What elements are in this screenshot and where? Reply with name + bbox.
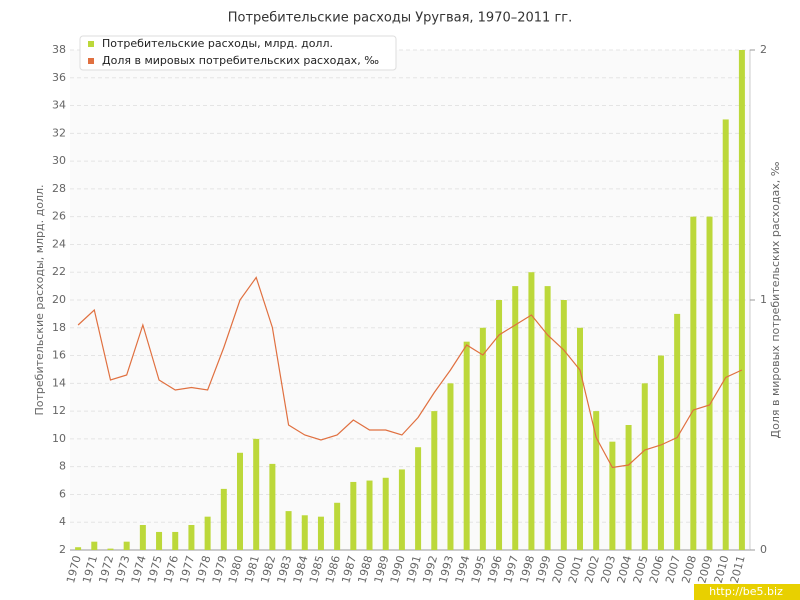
legend-swatch bbox=[88, 58, 94, 64]
bar bbox=[107, 548, 114, 550]
bar bbox=[641, 383, 648, 550]
y-tick-label: 16 bbox=[52, 349, 66, 362]
bar bbox=[269, 463, 276, 550]
bar bbox=[172, 531, 179, 550]
legend: Потребительские расходы, млрд. долл. Доля… bbox=[79, 35, 397, 71]
bar bbox=[431, 411, 438, 550]
bar bbox=[317, 516, 324, 550]
bar bbox=[528, 272, 535, 550]
y-tick-label: 12 bbox=[52, 404, 66, 417]
y-axis-label: Потребительские расходы, млрд. долл. bbox=[33, 185, 46, 416]
y-tick-label: 10 bbox=[52, 432, 66, 445]
y-tick-label: 2 bbox=[59, 543, 66, 556]
bar bbox=[350, 481, 357, 550]
watermark: http://be5.biz bbox=[709, 585, 783, 598]
bar bbox=[220, 488, 227, 550]
bar bbox=[91, 541, 98, 550]
y-tick-label: 32 bbox=[52, 126, 66, 139]
legend-label: Доля в мировых потребительских расходах,… bbox=[102, 54, 379, 67]
bar bbox=[334, 502, 341, 550]
watermark-bg bbox=[694, 584, 800, 600]
bar bbox=[722, 119, 729, 550]
chart-title: Потребительские расходы Уругвая, 1970–20… bbox=[228, 11, 573, 26]
y2-tick-label: 2 bbox=[760, 43, 767, 56]
bar bbox=[496, 300, 503, 550]
bar bbox=[593, 411, 600, 550]
bar bbox=[123, 541, 130, 550]
y2-tick-label: 1 bbox=[760, 293, 767, 306]
bar bbox=[156, 531, 163, 550]
legend-box bbox=[79, 35, 397, 71]
bar bbox=[75, 547, 82, 550]
y-tick-label: 28 bbox=[52, 182, 66, 195]
y-tick-label: 30 bbox=[52, 154, 66, 167]
bar bbox=[382, 477, 389, 550]
y-tick-label: 34 bbox=[52, 99, 66, 112]
bar bbox=[674, 313, 681, 550]
y-tick-label: 6 bbox=[59, 487, 66, 500]
y2-axis-label: Доля в мировых потребительских расходах,… bbox=[769, 161, 782, 438]
y-tick-label: 24 bbox=[52, 237, 66, 250]
bar bbox=[253, 438, 260, 550]
bar bbox=[544, 286, 551, 550]
y-tick-label: 26 bbox=[52, 210, 66, 223]
y-tick-label: 38 bbox=[52, 43, 66, 56]
bar bbox=[447, 383, 454, 550]
legend-swatch bbox=[88, 41, 94, 47]
legend-label: Потребительские расходы, млрд. долл. bbox=[102, 37, 333, 50]
bar bbox=[560, 300, 567, 550]
y-tick-label: 20 bbox=[52, 293, 66, 306]
bar bbox=[738, 50, 745, 550]
bar bbox=[706, 216, 713, 550]
y-tick-label: 8 bbox=[59, 460, 66, 473]
bar bbox=[398, 469, 405, 550]
bar bbox=[139, 525, 146, 550]
bar bbox=[301, 515, 308, 550]
bar bbox=[237, 452, 243, 550]
y-tick-label: 22 bbox=[52, 265, 66, 278]
y-tick-label: 18 bbox=[52, 321, 66, 334]
line bbox=[77, 276, 743, 469]
bar bbox=[625, 425, 632, 550]
bar bbox=[479, 327, 486, 550]
y-tick-label: 36 bbox=[52, 71, 66, 84]
bar bbox=[690, 216, 697, 550]
bar bbox=[415, 447, 422, 550]
bar bbox=[285, 511, 292, 550]
bar bbox=[512, 286, 519, 550]
bar bbox=[609, 441, 616, 550]
bar bbox=[577, 327, 583, 550]
y-tick-label: 4 bbox=[59, 515, 66, 528]
bar bbox=[366, 480, 373, 550]
bar bbox=[188, 525, 195, 550]
bar bbox=[204, 516, 211, 550]
bar bbox=[657, 355, 664, 550]
y-tick-label: 14 bbox=[52, 376, 66, 389]
y2-tick-label: 0 bbox=[760, 543, 767, 556]
bar bbox=[463, 341, 470, 550]
